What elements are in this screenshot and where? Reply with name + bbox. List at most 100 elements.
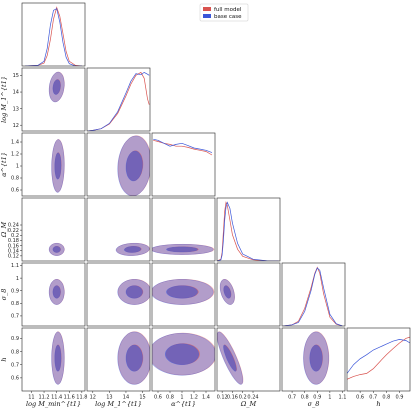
x-tick-label: 1.4 [202, 395, 210, 401]
panel-frame-alpha-alpha [151, 132, 216, 197]
y-tick-label: 0.8 [11, 301, 19, 307]
contour-1sigma-base-case [164, 343, 200, 366]
joint-panel-logM1-h [117, 331, 150, 385]
contour-1sigma-base-case [124, 246, 142, 253]
panel-frame-alpha-h [151, 327, 216, 392]
marginal-logM1-full-model [87, 71, 150, 131]
panel-frame-OmegaM-OmegaM [216, 197, 281, 262]
contour-1sigma-base-case [125, 285, 143, 299]
joint-panel-OmegaM-h [217, 331, 244, 385]
y-tick-label: 1 [16, 164, 19, 170]
contour-1sigma-base-case [52, 285, 61, 299]
y-tick-label: 12 [13, 123, 19, 129]
panel-frame-logM1-logM1 [86, 67, 151, 132]
panel-frame-logMmin-h [21, 327, 86, 392]
marginal-h-base-case [347, 339, 410, 374]
contour-1sigma-base-case [54, 152, 62, 180]
contour-1sigma-base-case [52, 246, 61, 253]
contour-1sigma-base-case [309, 344, 323, 372]
y-axis-label-alpha: α^{t1} [0, 152, 8, 177]
x-tick-label: 0.24 [247, 395, 258, 401]
x-axis-label-alpha: α^{t1} [171, 400, 196, 408]
joint-panel-logM1-alpha [117, 135, 150, 196]
panel-frame-logM1-h [86, 327, 151, 392]
y-tick-label: 1.2 [11, 152, 19, 158]
panel-frame-OmegaM-sigma8 [216, 262, 281, 327]
y-tick-label: 0.16 [8, 243, 19, 249]
x-tick-label: 1.1 [339, 395, 347, 401]
y-tick-label: 0.7 [11, 314, 19, 320]
y-tick-label: 0.12 [8, 254, 19, 260]
y-tick-label: 0.8 [11, 176, 19, 182]
x-tick-label: 0.6 [154, 395, 162, 401]
y-tick-label: 0.6 [11, 376, 19, 382]
y-tick-label: 1.4 [11, 140, 19, 146]
legend-label-base-case: base case [214, 14, 242, 20]
marginal-h-full-model [347, 336, 410, 380]
x-tick-label: 14 [123, 395, 129, 401]
marginal-OmegaM-full-model [217, 201, 279, 261]
contour-1sigma-base-case [166, 285, 198, 299]
contour-1sigma-base-case [125, 150, 143, 182]
joint-panel-logM1-OmegaM [115, 242, 150, 256]
x-tick-label: 0.2 [239, 395, 247, 401]
x-tick-label: 1.2 [190, 395, 198, 401]
joint-panel-alpha-sigma8 [152, 279, 215, 305]
x-tick-label: 11 [28, 395, 34, 401]
marginal-alpha-full-model [153, 139, 213, 156]
y-tick-label: 0.6 [11, 188, 19, 194]
legend-swatch-base-case [203, 14, 211, 18]
y-tick-label: 0.22 [8, 228, 19, 234]
panel-frame-logMmin-logM1 [21, 67, 86, 132]
x-tick-label: 11.4 [51, 395, 62, 401]
panel-frame-logM1-sigma8 [86, 262, 151, 327]
contour-1sigma-base-case [223, 344, 237, 372]
y-tick-label: 0.18 [8, 238, 19, 244]
panel-frame-logMmin-OmegaM [21, 197, 86, 262]
x-tick-label: 0.7 [288, 395, 296, 401]
y-tick-label: 0.2 [11, 233, 19, 239]
y-tick-label: 0.9 [11, 288, 19, 294]
panel-frame-logMmin-alpha [21, 132, 86, 197]
joint-panel-logMmin-OmegaM [48, 242, 65, 256]
y-axis-label-OmegaM: Ω_M [0, 222, 8, 239]
joint-panel-alpha-h [152, 332, 215, 376]
y-axis-label-sigma8: σ_8 [0, 289, 8, 301]
y-tick-label: 13 [13, 106, 19, 112]
x-tick-label: 13 [106, 395, 112, 401]
marginal-sigma8-full-model [283, 266, 343, 326]
legend-label-full-model: full model [214, 7, 242, 13]
panel-frame-sigma8-sigma8 [281, 262, 346, 327]
x-tick-label: 1 [180, 395, 183, 401]
x-tick-label: 0.8 [382, 395, 390, 401]
contour-1sigma-base-case [125, 344, 143, 372]
marginal-sigma8-base-case [283, 267, 343, 326]
x-axis-label-OmegaM: Ω_M [240, 400, 257, 408]
panel-frame-logM1-OmegaM [86, 197, 151, 262]
x-tick-label: 11.8 [76, 395, 87, 401]
x-tick-label: 0.7 [369, 395, 377, 401]
x-tick-label: 0.8 [301, 395, 309, 401]
x-tick-label: 11.6 [64, 395, 75, 401]
y-axis-label-h: h [0, 357, 8, 361]
contour-1sigma-base-case [52, 79, 61, 95]
joint-panel-logMmin-h [51, 331, 65, 385]
joint-panel-alpha-OmegaM [152, 243, 215, 255]
joint-panel-logM1-sigma8 [117, 279, 150, 305]
x-tick-label: 12 [90, 395, 96, 401]
x-axis-label-logMmin: log M_min^{t1} [26, 400, 81, 408]
joint-panel-logMmin-logM1 [48, 71, 65, 103]
x-tick-label: 1 [328, 395, 331, 401]
panel-frame-logM1-alpha [86, 132, 151, 197]
y-tick-label: 0.7 [11, 362, 19, 368]
y-tick-label: 0.14 [8, 248, 19, 254]
x-tick-label: 0.9 [396, 395, 404, 401]
x-tick-label: 15 [139, 395, 145, 401]
y-tick-label: 0.9 [11, 336, 19, 342]
panel-frame-alpha-OmegaM [151, 197, 216, 262]
legend-swatch-full-model [203, 7, 211, 11]
panel-frame-sigma8-h [281, 327, 346, 392]
contour-1sigma-base-case [166, 246, 198, 253]
y-tick-label: 14 [13, 90, 19, 96]
y-tick-label: 0.24 [8, 223, 19, 229]
